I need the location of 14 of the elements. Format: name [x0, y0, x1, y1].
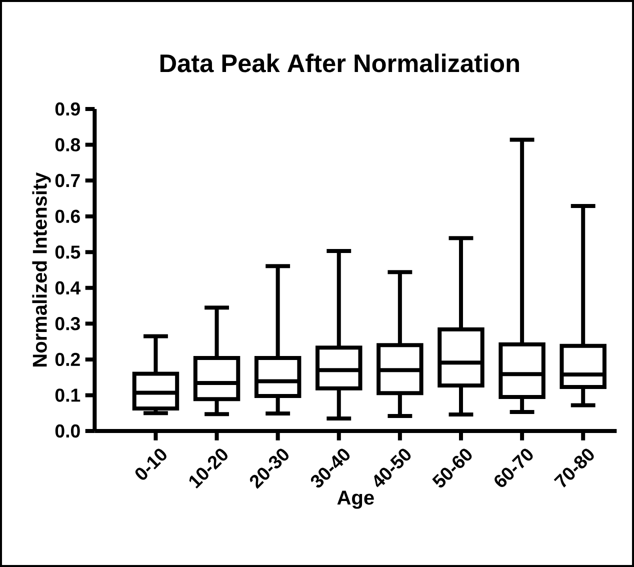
- y-tick-label: 0.3: [55, 317, 80, 330]
- chart-title: Data Peak After Normalization: [160, 54, 519, 72]
- y-tick-label: 0.2: [55, 352, 80, 366]
- y-tick-label: 0.8: [55, 138, 80, 152]
- x-tick-label: 0-10: [135, 448, 166, 480]
- y-tick-label: 0.9: [55, 102, 80, 116]
- y-axis-title: Normalized Intensity: [32, 172, 51, 366]
- y-tick-label: 0.5: [55, 245, 80, 259]
- y-tick-label: 0.6: [55, 210, 80, 223]
- y-tick-label: 0.7: [55, 174, 80, 188]
- y-tick-label: 0.1: [55, 388, 80, 402]
- y-tick-label: 0.4: [55, 281, 81, 295]
- y-tick-label: 0.0: [55, 424, 80, 438]
- x-axis-title: Age: [337, 490, 374, 509]
